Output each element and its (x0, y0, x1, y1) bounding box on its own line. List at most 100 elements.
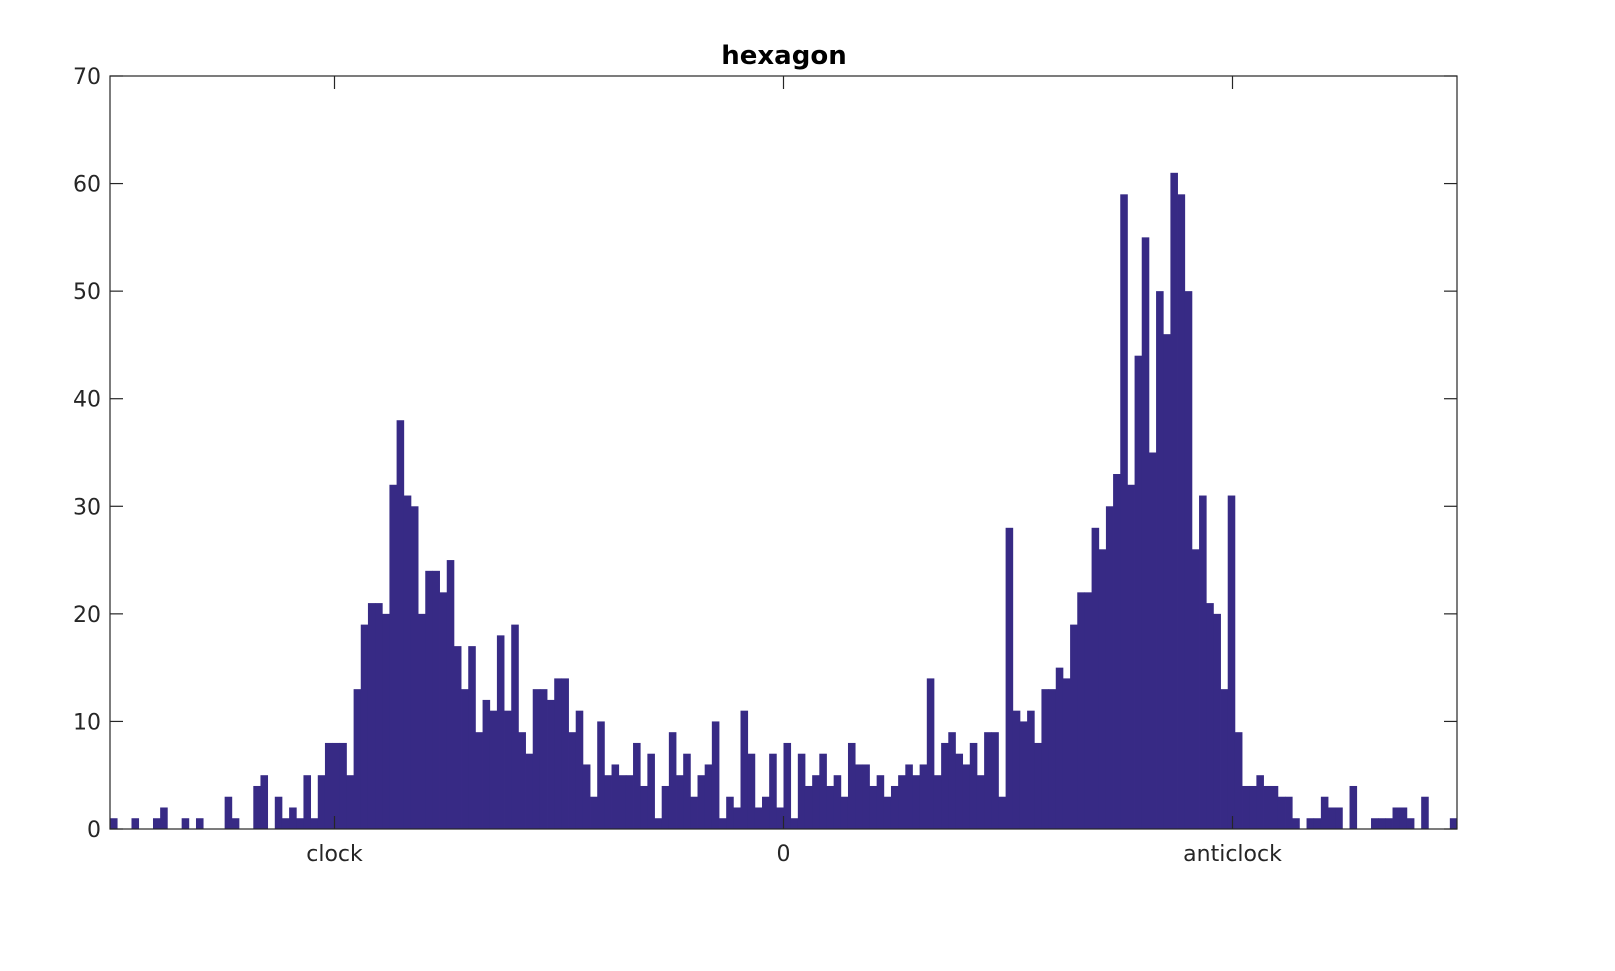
histogram-bar (396, 420, 405, 829)
histogram-bar (418, 613, 426, 829)
histogram-bar (604, 775, 612, 829)
histogram-bar (647, 753, 655, 829)
histogram-bar (833, 775, 842, 829)
histogram-bar (625, 775, 634, 829)
histogram-bar (382, 613, 390, 829)
histogram-bar (1421, 796, 1429, 829)
histogram-bar (375, 603, 383, 829)
axes-group: 0 10 20 30 40 50 60 70 clock 0 anticlock (73, 65, 1458, 867)
histogram-bar (339, 742, 347, 829)
histogram-bar (475, 732, 483, 829)
histogram-bar (869, 785, 878, 829)
histogram-bar (898, 775, 906, 829)
histogram-bar (274, 796, 283, 829)
histogram-bar (582, 764, 591, 829)
histogram-bar (1141, 237, 1150, 830)
histogram-bar (432, 570, 440, 829)
histogram-bar (790, 818, 799, 829)
histogram-bar (597, 721, 605, 829)
x-tick-label: anticlock (1183, 842, 1282, 867)
histogram-bar (661, 785, 670, 829)
histogram-bar (984, 732, 992, 829)
histogram-bar (1191, 549, 1200, 829)
y-tick-label: 20 (73, 603, 101, 628)
histogram-bar (883, 796, 892, 829)
histogram-bar (1234, 732, 1243, 829)
histogram-bar (1012, 710, 1021, 829)
histogram-bar (181, 818, 190, 829)
histogram-bar (762, 796, 770, 829)
histogram-bar (1127, 484, 1135, 829)
histogram-bar (1120, 194, 1128, 829)
histogram-bar (260, 775, 269, 829)
histogram-bar (1320, 796, 1329, 829)
histogram-bar (332, 742, 340, 829)
histogram-bar (195, 818, 204, 829)
histogram-bar (1406, 818, 1415, 829)
histogram-bar (324, 742, 333, 829)
histogram-bar (410, 506, 419, 829)
histogram-bar (733, 807, 741, 829)
histogram-bar (1077, 592, 1085, 829)
histogram-bar (231, 818, 240, 829)
histogram-bar (962, 764, 971, 829)
y-tick-label: 70 (73, 65, 101, 90)
bars-group (110, 172, 1458, 830)
histogram-bar (1184, 291, 1193, 829)
y-tick-label: 60 (73, 173, 101, 198)
histogram-bar (110, 818, 118, 829)
histogram-bar (1148, 452, 1157, 829)
histogram-bar (1313, 818, 1322, 829)
histogram-bar (1177, 194, 1186, 829)
histogram-bar (547, 699, 555, 829)
histogram-bar (948, 732, 956, 829)
histogram-bar (1392, 807, 1401, 829)
histogram-bar (1328, 807, 1336, 829)
histogram-bar (1292, 818, 1300, 829)
histogram-bar (568, 732, 577, 829)
histogram-bar (489, 710, 498, 829)
histogram-bar (1070, 624, 1078, 829)
histogram-bar (532, 689, 541, 829)
x-tick-label: 0 (777, 842, 791, 867)
histogram-bar (697, 775, 706, 829)
histogram-bar (1306, 818, 1315, 829)
histogram-bar (1113, 474, 1121, 829)
histogram-bar (224, 796, 233, 829)
histogram-bar (439, 592, 448, 829)
histogram-bar (754, 807, 763, 829)
histogram-bar (1034, 742, 1042, 829)
histogram-bar (740, 710, 749, 829)
histogram-bar (683, 753, 691, 829)
histogram-bar (518, 732, 526, 829)
histogram-bar (1249, 785, 1257, 829)
histogram-bar (1256, 775, 1264, 829)
histogram-bar (1170, 172, 1178, 829)
histogram-bar (941, 742, 949, 829)
histogram-bar (1385, 818, 1393, 829)
histogram-bar (303, 775, 312, 829)
histogram-bar (1220, 689, 1229, 829)
histogram-bar (1091, 527, 1100, 829)
histogram-bar (1105, 506, 1114, 829)
histogram-bar (955, 753, 964, 829)
histogram-bar (840, 796, 849, 829)
histogram-bar (1055, 667, 1064, 829)
histogram-bar (726, 796, 734, 829)
chart-title: hexagon (721, 41, 846, 71)
histogram-bar (1098, 549, 1107, 829)
histogram-bar (1041, 689, 1049, 829)
histogram-bar (1206, 603, 1214, 829)
histogram-bar (253, 785, 261, 829)
histogram-bar (453, 646, 462, 829)
histogram-bar (403, 495, 412, 829)
histogram-bar (346, 775, 354, 829)
histogram-bar (561, 678, 569, 829)
histogram-bar (611, 764, 620, 829)
histogram-bar (446, 560, 455, 829)
histogram-bar (876, 775, 885, 829)
histogram-bar (1062, 678, 1071, 829)
y-tick-label: 40 (73, 388, 101, 413)
histogram-bar (769, 753, 777, 829)
histogram-bar (1048, 689, 1057, 829)
